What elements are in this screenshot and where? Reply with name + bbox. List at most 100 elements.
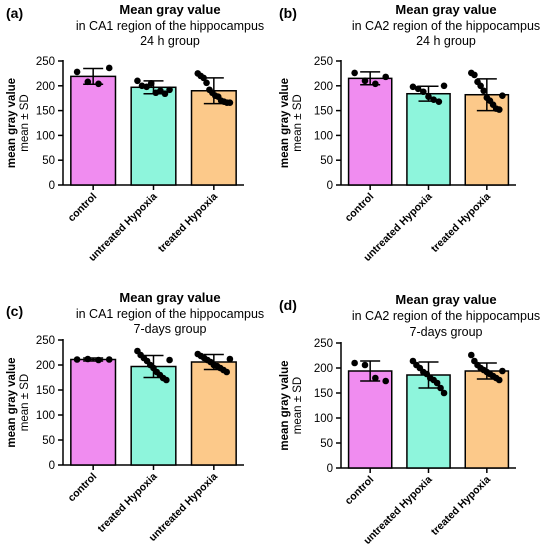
data-point (382, 377, 390, 385)
data-point (73, 68, 81, 76)
data-point (226, 355, 234, 363)
data-point (382, 73, 390, 81)
y-axis-label: mean gray value (279, 360, 291, 450)
data-point (95, 356, 102, 364)
y-tick-label: 100 (36, 410, 55, 422)
y-tick-label: 50 (320, 438, 333, 450)
x-tick-label: control (66, 471, 100, 505)
data-point (440, 82, 448, 90)
y-axis-sublabel: mean ± SD (19, 374, 31, 431)
bar-3 (190, 361, 237, 466)
data-point (471, 71, 478, 79)
bar-2 (130, 86, 177, 186)
chart-panel-2: (b) Mean gray value in CA2 region of the h… (279, 2, 540, 264)
panel-label: (c) (6, 303, 23, 319)
data-point (166, 356, 173, 364)
x-tick-label: untreated Hypoxia (86, 191, 159, 264)
y-axis-label: mean gray value (279, 78, 291, 168)
chart-title: Mean gray value (119, 290, 220, 305)
data-point (105, 356, 113, 363)
data-point (361, 361, 369, 369)
chart-panel-3: (c) Mean gray value in CA1 region of the h… (6, 290, 264, 544)
data-point (361, 77, 369, 85)
bar-2 (406, 92, 451, 186)
bar-1 (347, 77, 393, 186)
y-tick-label: 250 (314, 56, 333, 68)
y-tick-label: 250 (36, 56, 55, 68)
y-tick-label: 0 (327, 463, 333, 475)
chart-panel-1: (a) Mean gray value in CA1 region of the h… (6, 2, 264, 264)
panel-label: (b) (279, 5, 297, 21)
data-point (84, 78, 92, 86)
y-tick-label: 0 (49, 180, 55, 192)
chart-subtitle: in CA2 region of the hippocampus (352, 19, 540, 33)
data-point (435, 98, 443, 105)
y-tick-label: 0 (327, 180, 333, 192)
data-point (372, 374, 379, 382)
y-tick-label: 200 (314, 81, 333, 93)
chart-title: Mean gray value (119, 2, 220, 17)
chart-title: Mean gray value (395, 2, 496, 17)
y-tick-label: 100 (314, 413, 333, 425)
data-point (480, 87, 488, 95)
x-tick-label: treated Hypoxia (429, 191, 493, 255)
x-tick-label: treated Hypoxia (156, 191, 220, 255)
y-axis-sublabel: mean ± SD (292, 377, 304, 434)
data-point (414, 85, 422, 93)
panel-label: (a) (6, 5, 23, 21)
y-tick-label: 150 (36, 385, 55, 397)
x-tick-label: control (343, 474, 377, 508)
data-point (134, 77, 141, 85)
y-tick-label: 50 (42, 155, 55, 167)
y-tick-label: 150 (36, 106, 55, 118)
y-axis-sublabel: mean ± SD (19, 94, 31, 151)
y-tick-label: 100 (36, 130, 55, 142)
data-point (437, 384, 444, 392)
data-point (351, 69, 358, 77)
chart-subtitle: in CA1 region of the hippocampus (76, 307, 264, 321)
data-point (73, 356, 81, 363)
y-tick-label: 100 (314, 130, 333, 142)
chart-title: Mean gray value (395, 292, 496, 307)
data-point (372, 80, 379, 88)
data-point (147, 80, 155, 87)
data-point (420, 88, 427, 96)
data-point (163, 376, 170, 384)
bar-3 (464, 370, 510, 469)
data-point (95, 80, 102, 88)
data-point (143, 83, 150, 91)
data-point (433, 379, 441, 387)
y-tick-label: 200 (36, 360, 55, 372)
y-tick-label: 150 (314, 106, 333, 118)
y-tick-label: 250 (314, 338, 333, 350)
x-tick-label: control (66, 191, 100, 225)
x-tick-label: untreated Hypoxia (147, 471, 220, 544)
data-point (430, 96, 437, 103)
chart-group-label: 7-days group (410, 325, 483, 339)
y-tick-label: 150 (314, 388, 333, 400)
data-point (495, 106, 503, 113)
x-tick-label: treated Hypoxia (95, 471, 159, 535)
data-point (200, 74, 207, 82)
data-point (84, 355, 92, 363)
chart-group-label: 7-days group (134, 322, 207, 336)
panel-label: (d) (279, 297, 297, 313)
data-point (105, 64, 113, 72)
y-tick-label: 250 (36, 335, 55, 347)
bar-3 (190, 90, 237, 186)
data-point (440, 389, 448, 397)
x-tick-label: control (343, 191, 377, 225)
bar-1 (347, 370, 393, 469)
y-tick-label: 200 (314, 363, 333, 375)
y-axis-sublabel: mean ± SD (292, 94, 304, 151)
data-point (477, 82, 484, 90)
data-point (499, 92, 506, 100)
y-axis-label: mean gray value (6, 78, 18, 168)
data-point (499, 367, 506, 375)
data-point (351, 359, 358, 367)
y-tick-label: 200 (36, 81, 55, 93)
data-point (203, 79, 210, 87)
chart-group-label: 24 h group (140, 34, 200, 48)
data-point (166, 86, 173, 94)
